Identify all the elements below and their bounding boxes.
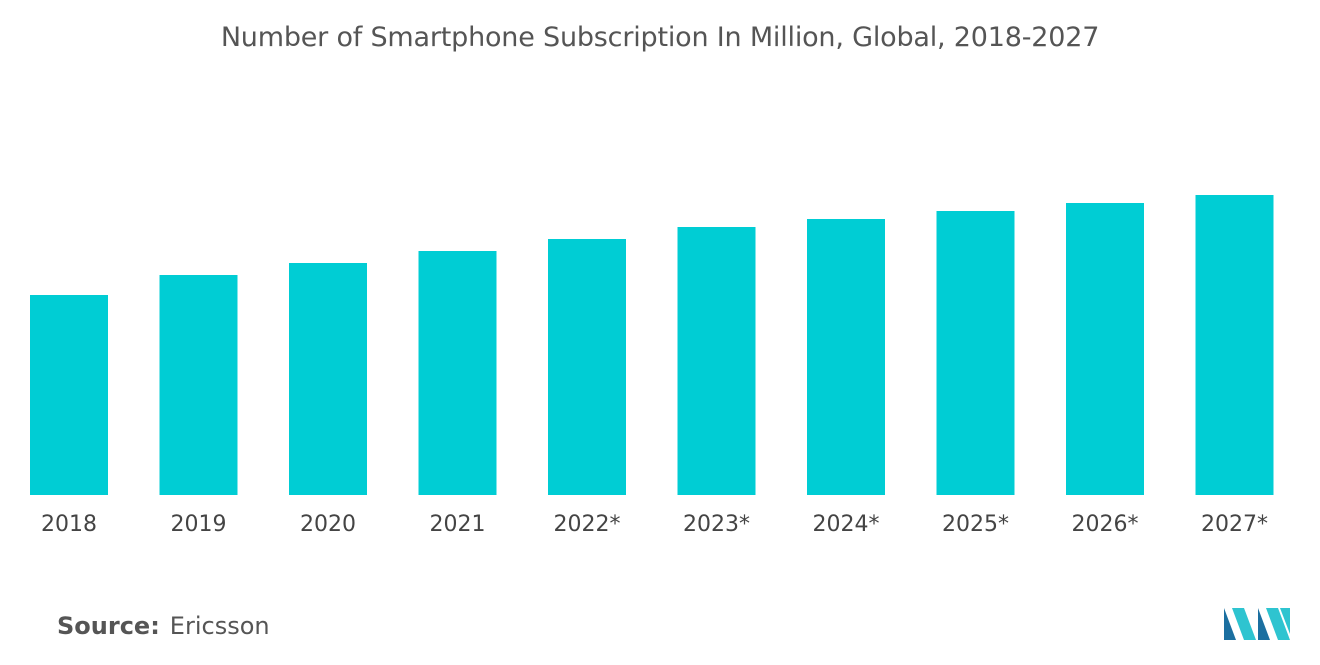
bar-2018 xyxy=(30,295,108,495)
x-tick-label: 2018 xyxy=(41,512,97,537)
bar-2022-forecast xyxy=(548,239,626,495)
x-tick-label: 2027* xyxy=(1201,512,1268,537)
source-label: Source: xyxy=(57,612,160,640)
bar-chart: 2018 2019 2020 2021 2022* 2023* 2024* 2025* 2026… xyxy=(30,195,1274,537)
x-tick-label: 2026* xyxy=(1072,512,1139,537)
bar-2023-forecast xyxy=(677,227,756,495)
bar-2025-forecast xyxy=(936,211,1015,495)
chart-title: Number of Smartphone Subscription In Mil… xyxy=(220,22,1100,53)
x-tick-label: 2022* xyxy=(554,512,621,537)
bar-2026-forecast xyxy=(1066,203,1144,495)
source-note: Source: Ericsson xyxy=(57,612,270,640)
source-value: Ericsson xyxy=(169,612,270,640)
x-tick-label: 2021 xyxy=(430,512,486,537)
bar-2020 xyxy=(289,263,367,495)
x-tick-label: 2023* xyxy=(683,512,750,537)
x-tick-label: 2024* xyxy=(813,512,880,537)
x-tick-label: 2025* xyxy=(942,512,1009,537)
mordor-intelligence-logo-icon xyxy=(1224,608,1290,640)
bar-2024-forecast xyxy=(807,219,885,495)
x-tick-label: 2020 xyxy=(300,512,356,537)
bar-2027-forecast xyxy=(1195,195,1274,495)
x-tick-label: 2019 xyxy=(171,512,227,537)
bars-group xyxy=(30,195,1274,495)
bar-2021 xyxy=(418,251,497,495)
x-tick-labels: 2018 2019 2020 2021 2022* 2023* 2024* 2025* 2026… xyxy=(41,512,1268,537)
bar-2019 xyxy=(159,275,238,495)
